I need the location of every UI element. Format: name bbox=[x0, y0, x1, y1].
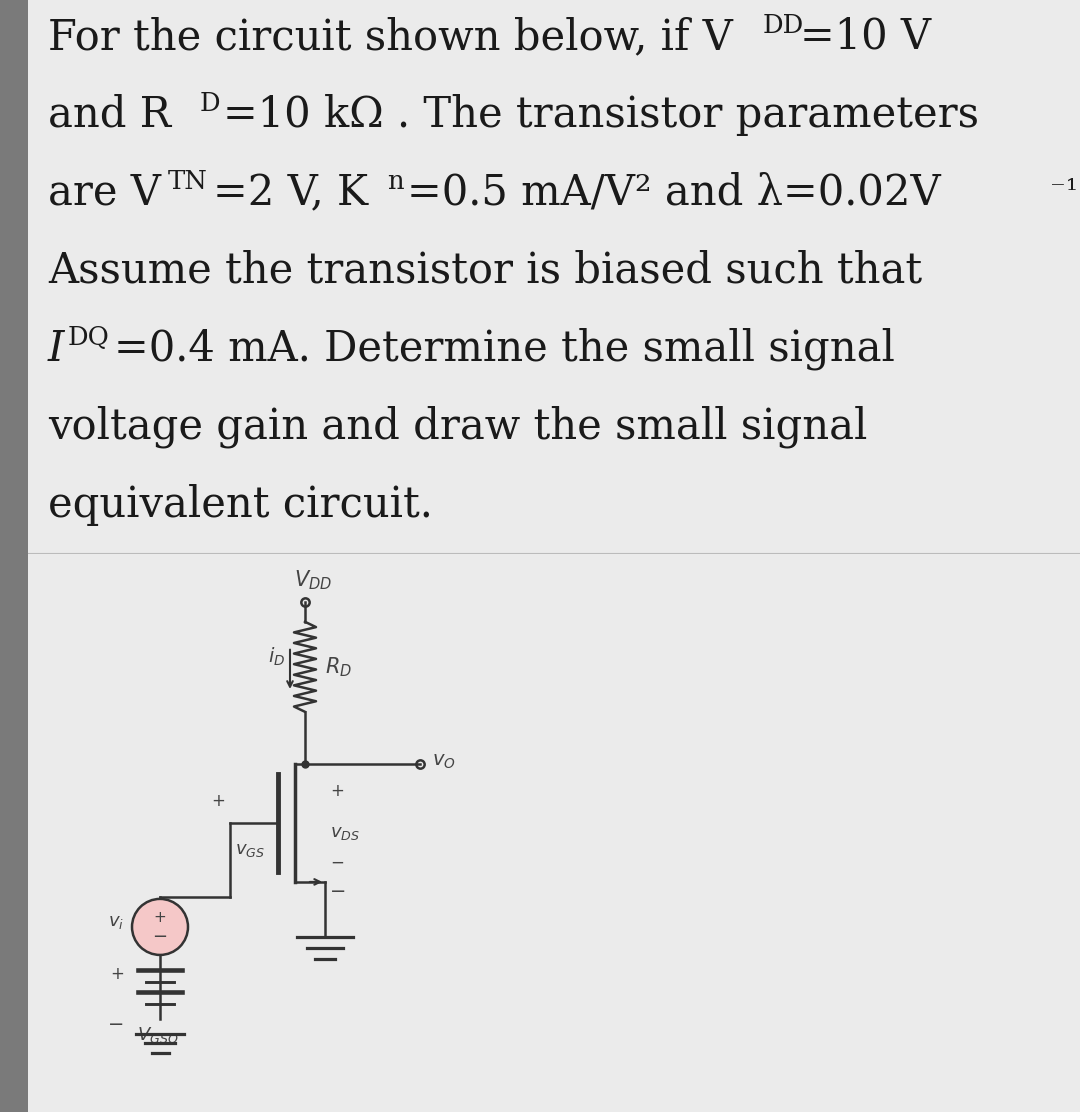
Text: $v_{DS}$: $v_{DS}$ bbox=[330, 824, 360, 842]
Text: D: D bbox=[200, 91, 220, 116]
Text: $i_D$: $i_D$ bbox=[268, 646, 285, 668]
Bar bbox=[0, 0, 28, 554]
Text: −: − bbox=[152, 927, 167, 946]
Text: =0.4 mA. Determine the small signal: =0.4 mA. Determine the small signal bbox=[114, 328, 895, 370]
Text: For the circuit shown below, if V: For the circuit shown below, if V bbox=[48, 16, 732, 58]
Text: =10 kΩ . The transistor parameters: =10 kΩ . The transistor parameters bbox=[222, 93, 978, 136]
Circle shape bbox=[132, 898, 188, 955]
Text: and R: and R bbox=[48, 93, 171, 136]
Text: +: + bbox=[110, 965, 124, 983]
Text: n: n bbox=[387, 169, 404, 193]
Text: −: − bbox=[330, 854, 343, 872]
Text: $v_i$: $v_i$ bbox=[108, 913, 124, 931]
Text: −: − bbox=[330, 883, 347, 902]
Text: $v_O$: $v_O$ bbox=[432, 753, 456, 771]
Text: +: + bbox=[211, 792, 225, 810]
Text: $V_{GSQ}$: $V_{GSQ}$ bbox=[137, 1025, 178, 1046]
Text: are V: are V bbox=[48, 172, 161, 214]
Text: DD: DD bbox=[762, 13, 805, 38]
Text: I: I bbox=[48, 328, 65, 370]
Text: =0.5 mA/V² and λ=0.02V: =0.5 mA/V² and λ=0.02V bbox=[407, 172, 941, 214]
Text: DQ: DQ bbox=[68, 325, 110, 350]
Text: ⁻¹: ⁻¹ bbox=[1050, 178, 1078, 206]
Text: =2 V, K: =2 V, K bbox=[213, 172, 368, 214]
Text: equivalent circuit.: equivalent circuit. bbox=[48, 484, 433, 526]
Text: +: + bbox=[153, 911, 166, 925]
Text: voltage gain and draw the small signal: voltage gain and draw the small signal bbox=[48, 406, 867, 448]
Text: $R_D$: $R_D$ bbox=[325, 655, 352, 678]
Text: TN: TN bbox=[168, 169, 207, 193]
Text: Assume the transistor is biased such that: Assume the transistor is biased such tha… bbox=[48, 250, 922, 291]
Text: $V_{DD}$: $V_{DD}$ bbox=[294, 568, 332, 592]
Bar bbox=[0, 111, 28, 1112]
Text: +: + bbox=[330, 782, 343, 800]
Text: =10 V: =10 V bbox=[800, 16, 931, 58]
Text: −: − bbox=[108, 1015, 124, 1034]
Text: $v_{GS}$: $v_{GS}$ bbox=[235, 841, 265, 858]
